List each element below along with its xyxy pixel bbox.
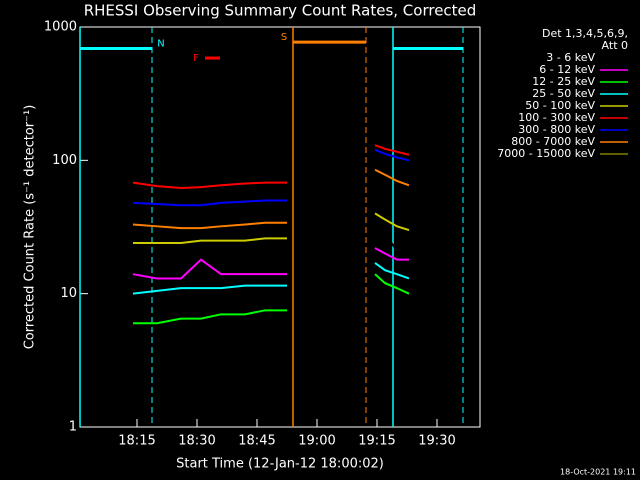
flag-label: S (281, 32, 287, 43)
legend-label: 3 - 6 keV (546, 51, 595, 64)
legend-title: Att 0 (602, 39, 628, 52)
legend-label: 50 - 100 keV (525, 99, 595, 112)
y-tick-label: 1000 (44, 20, 77, 35)
legend-label: 100 - 300 keV (518, 111, 595, 124)
series-line (132, 168, 410, 230)
legend-label: 25 - 50 keV (532, 87, 595, 100)
series-line (132, 262, 410, 295)
series-line (132, 247, 409, 280)
legend-label: 300 - 800 keV (518, 123, 595, 136)
series-line (132, 144, 410, 190)
timestamp: 18-Oct-2021 19:11 (560, 468, 636, 477)
legend-label: 6 - 12 keV (539, 63, 595, 76)
chart-title: RHESSI Observing Summary Count Rates, Co… (84, 2, 477, 20)
y-tick-label: 10 (60, 286, 77, 301)
x-axis-label: Start Time (12-Jan-12 18:00:02) (176, 457, 384, 472)
series-line (132, 220, 410, 261)
x-tick-label: 18:30 (178, 434, 215, 449)
x-tick-label: 19:30 (418, 434, 455, 449)
x-tick-label: 19:00 (298, 434, 335, 449)
series-line (133, 273, 410, 325)
legend-label: 7000 - 15000 keV (497, 147, 595, 160)
series-line (132, 148, 410, 207)
x-tick-label: 18:15 (118, 434, 155, 449)
x-tick-label: 18:45 (238, 434, 275, 449)
flag-label: N (157, 38, 164, 49)
f-label: F (193, 53, 199, 64)
y-axis-label: Corrected Count Rate (s⁻¹ detector⁻¹) (23, 105, 38, 350)
series-line (133, 212, 410, 244)
legend-label: 12 - 25 keV (532, 75, 595, 88)
x-tick-label: 19:15 (358, 434, 395, 449)
legend-title: Det 1,3,4,5,6,9, (542, 27, 628, 40)
y-tick-label: 1 (69, 420, 77, 435)
legend-label: 800 - 7000 keV (511, 135, 595, 148)
y-tick-label: 100 (52, 153, 77, 168)
